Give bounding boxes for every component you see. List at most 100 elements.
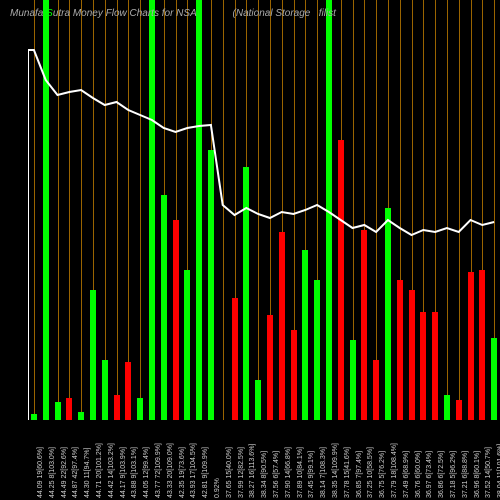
money-flow-chart: Munafa Sutra Money Flow Charts for NSA (…	[0, 0, 500, 500]
bar	[137, 398, 143, 420]
bar	[125, 362, 131, 420]
x-label: 44.71 20[101.2%]	[96, 443, 103, 498]
bar	[196, 0, 202, 420]
title-mid1: utra Money Flow Charts for NSA	[53, 8, 197, 19]
x-label: 37.18 5[96.2%]	[450, 451, 457, 498]
bar	[184, 270, 190, 420]
bar	[491, 338, 497, 420]
bar	[385, 208, 391, 420]
bar	[350, 340, 356, 420]
title-highlight: S	[43, 8, 52, 19]
bar	[173, 220, 179, 420]
bar	[397, 280, 403, 420]
x-label: 37.21 6[88.8%]	[462, 451, 469, 498]
x-label: 37.90 14[66.8%]	[285, 447, 292, 498]
x-label: 37.45 9[99.1%]	[308, 451, 315, 498]
x-label: 36.85 7[97.4%]	[356, 451, 363, 498]
bar	[232, 298, 238, 420]
grid-line	[105, 0, 106, 420]
title-suffix: filist	[319, 8, 336, 19]
x-label: 43.93 17[104.5%]	[190, 443, 197, 498]
bar	[114, 395, 120, 420]
bar	[361, 230, 367, 420]
bar	[279, 232, 285, 420]
bar	[102, 360, 108, 420]
bar	[314, 280, 320, 420]
x-label: 36.76 6[60.0%]	[415, 451, 422, 498]
grid-line	[258, 0, 259, 420]
x-label: 37.49 6[68.9%]	[403, 451, 410, 498]
x-label: 37.79 18[108.4%]	[391, 443, 398, 498]
grid-line	[58, 0, 59, 420]
x-label: 42.81 9[109.9%]	[202, 447, 209, 498]
bar	[66, 398, 72, 420]
grid-line	[117, 0, 118, 420]
x-label: 44.49 22[92.6%]	[61, 447, 68, 498]
grid-line	[34, 0, 35, 420]
x-axis-labels: 44.09 19[60.6%] 44.25 8[103.0%] 44.49 22[9…	[28, 420, 500, 500]
x-label: 37.78 15[41.6%]	[344, 447, 351, 498]
bar	[208, 150, 214, 420]
x-label: 43.77 72[109.9%]	[155, 443, 162, 498]
bar	[409, 290, 415, 420]
bar	[267, 315, 273, 420]
x-label: 44.25 8[103.0%]	[49, 447, 56, 498]
plot-area	[28, 0, 500, 420]
bar	[456, 400, 462, 420]
title-prefix: Munafa	[10, 8, 43, 19]
x-label: 43.33 20[109.0%]	[167, 443, 174, 498]
bar	[373, 360, 379, 420]
x-label: 36.75 5[76.2%]	[379, 451, 386, 498]
x-label: 44.17 9[103.9%]	[120, 447, 127, 498]
title-mid2: (National Storage	[233, 8, 311, 19]
x-label: 37.56 6[57.4%]	[273, 451, 280, 498]
x-label: 37.52 14[50.7%]	[485, 447, 492, 498]
bar	[149, 0, 155, 420]
x-label: 36.96 8[60.1%]	[474, 451, 481, 498]
x-label: 44.09 19[60.6%]	[37, 447, 44, 498]
bar	[420, 312, 426, 420]
x-label: 37.25 10[58.5%]	[367, 447, 374, 498]
grid-line	[459, 0, 460, 420]
grid-line	[69, 0, 70, 420]
bar	[255, 380, 261, 420]
x-label: 38.14 7[108.3%]	[320, 447, 327, 498]
bar	[78, 412, 84, 420]
x-label: 44.30 11[94.7%]	[84, 448, 91, 498]
bar	[444, 395, 450, 420]
bar	[43, 0, 49, 420]
x-label: 37.99 12[82.5%]	[238, 447, 245, 498]
x-label: 44.05 12[99.4%]	[143, 447, 150, 498]
x-label: 44.87 42[97.4%]	[72, 447, 79, 498]
grid-line	[223, 0, 224, 420]
bar	[468, 272, 474, 420]
x-label: 36.86 6[72.5%]	[438, 451, 445, 498]
grid-line	[376, 0, 377, 420]
bar	[243, 167, 249, 420]
x-label: 38.34 8[90.5%]	[261, 451, 268, 498]
bar	[291, 330, 297, 420]
bar	[161, 195, 167, 420]
bar	[326, 0, 332, 420]
x-label: 37.89 10[84.1%]	[297, 447, 304, 498]
bar	[432, 312, 438, 420]
bar	[302, 250, 308, 420]
chart-title: Munafa Sutra Money Flow Charts for NSA (…	[10, 8, 336, 19]
x-label: 36.97 6[73.4%]	[426, 451, 433, 498]
x-label: 44.42 14[103.2%]	[108, 443, 115, 498]
bar	[90, 290, 96, 420]
bar	[479, 270, 485, 420]
grid-line	[81, 0, 82, 420]
grid-line	[447, 0, 448, 420]
x-label: 38.35 14[109.9%]	[332, 443, 339, 498]
bar	[55, 402, 61, 420]
x-label: 42.35 19[73.6%]	[179, 447, 186, 498]
x-label: 38.27 16[113.6%]	[249, 444, 256, 498]
x-label: 0.92%	[214, 478, 221, 498]
x-label: 43.88 9[103.1%]	[131, 447, 138, 498]
line-overlay	[28, 0, 500, 420]
x-label: 37.65 15[40.0%]	[226, 447, 233, 498]
grid-line	[128, 0, 129, 420]
grid-line	[140, 0, 141, 420]
bar	[338, 140, 344, 420]
